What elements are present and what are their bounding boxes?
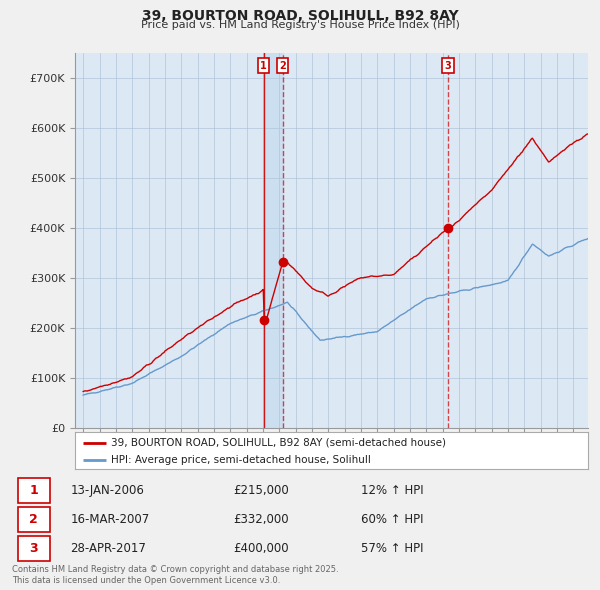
Text: £215,000: £215,000 <box>233 484 289 497</box>
Text: 2: 2 <box>29 513 38 526</box>
Text: Price paid vs. HM Land Registry's House Price Index (HPI): Price paid vs. HM Land Registry's House … <box>140 20 460 30</box>
Text: 16-MAR-2007: 16-MAR-2007 <box>70 513 149 526</box>
FancyBboxPatch shape <box>18 507 50 532</box>
Text: 3: 3 <box>29 542 38 555</box>
Text: 3: 3 <box>445 61 451 71</box>
Text: 60% ↑ HPI: 60% ↑ HPI <box>361 513 424 526</box>
Text: 57% ↑ HPI: 57% ↑ HPI <box>361 542 424 555</box>
Text: Contains HM Land Registry data © Crown copyright and database right 2025.
This d: Contains HM Land Registry data © Crown c… <box>12 565 338 585</box>
Bar <box>263 53 283 428</box>
FancyBboxPatch shape <box>18 478 50 503</box>
FancyBboxPatch shape <box>18 536 50 561</box>
Text: HPI: Average price, semi-detached house, Solihull: HPI: Average price, semi-detached house,… <box>111 455 371 465</box>
Text: 1: 1 <box>260 61 267 71</box>
Text: 39, BOURTON ROAD, SOLIHULL, B92 8AY (semi-detached house): 39, BOURTON ROAD, SOLIHULL, B92 8AY (sem… <box>111 438 446 448</box>
Text: 13-JAN-2006: 13-JAN-2006 <box>70 484 144 497</box>
Text: 28-APR-2017: 28-APR-2017 <box>70 542 146 555</box>
Text: 12% ↑ HPI: 12% ↑ HPI <box>361 484 424 497</box>
Text: 2: 2 <box>279 61 286 71</box>
Text: £332,000: £332,000 <box>233 513 289 526</box>
Text: £400,000: £400,000 <box>233 542 289 555</box>
Text: 39, BOURTON ROAD, SOLIHULL, B92 8AY: 39, BOURTON ROAD, SOLIHULL, B92 8AY <box>142 9 458 23</box>
Text: 1: 1 <box>29 484 38 497</box>
